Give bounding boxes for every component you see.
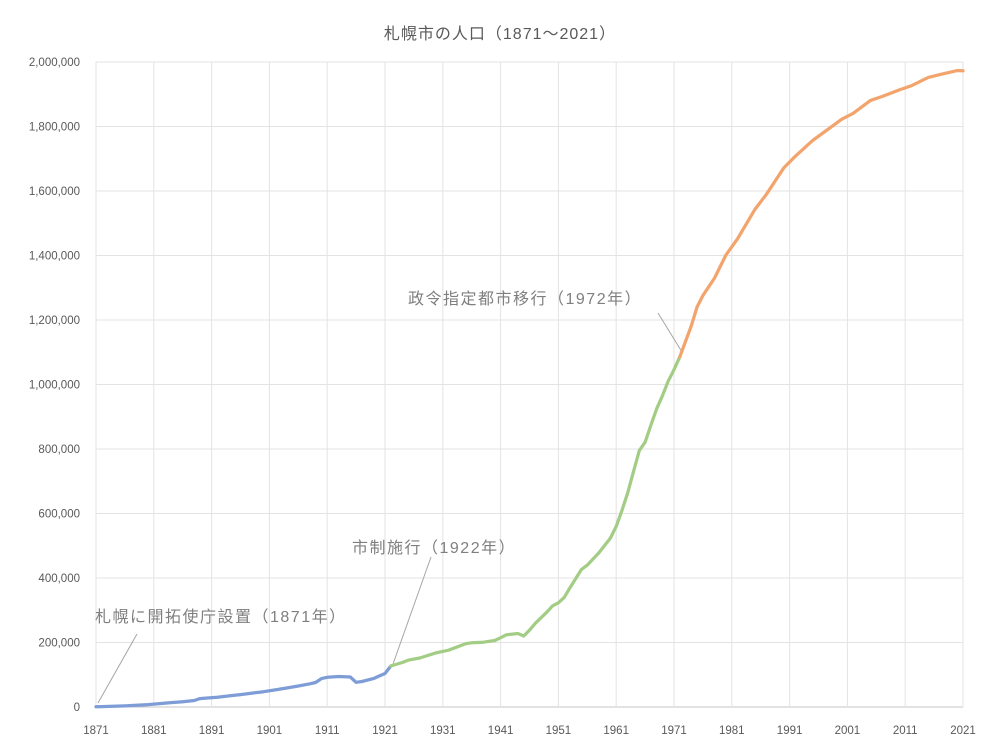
annotation-kaitakushi-1871: 札幌に開拓使庁設置（1871年） [95,609,347,626]
x-tick-label: 1871 [83,725,109,737]
y-tick-label: 1,400,000 [29,251,80,263]
annotation-leader-line [392,556,432,665]
x-tick-label: 2021 [950,725,976,737]
annotation-leader-line [657,312,683,353]
y-tick-label: 1,600,000 [29,186,80,198]
annotation-leader-line [97,633,138,704]
x-tick-label: 1911 [315,725,340,737]
y-tick-label: 800,000 [38,444,80,456]
x-tick-label: 1951 [546,725,572,737]
y-tick-label: 400,000 [38,573,80,585]
y-tick-label: 200,000 [38,638,80,650]
x-tick-label: 1901 [257,725,283,737]
annotation-shisei-1922: 市制施行（1922年） [352,540,517,557]
x-tick-label: 1891 [199,725,225,737]
x-tick-label: 1881 [141,725,167,737]
chart-title: 札幌市の人口（1871～2021） [383,26,617,43]
x-tick-label: 1961 [603,725,629,737]
series-line-1972-2021 [678,68,965,359]
x-tick-label: 1921 [372,725,398,737]
x-tick-label: 2001 [835,725,861,737]
series-line-1871-1922 [94,664,393,709]
x-tick-label: 1931 [430,725,456,737]
y-tick-label: 0 [74,702,80,714]
y-tick-label: 1,000,000 [29,380,80,392]
y-tick-label: 600,000 [38,509,80,521]
x-tick-label: 1991 [777,725,803,737]
series-line-1922-1972 [389,355,682,668]
y-tick-label: 1,800,000 [29,122,80,134]
x-tick-label: 1941 [488,725,514,737]
y-tick-label: 1,200,000 [29,315,80,327]
x-tick-label: 1971 [661,725,687,737]
x-tick-label: 2011 [893,725,918,737]
y-tick-label: 2,000,000 [29,57,80,69]
x-tick-label: 1981 [719,725,745,737]
annotation-seirei-1972: 政令指定都市移行（1972年） [408,291,643,308]
